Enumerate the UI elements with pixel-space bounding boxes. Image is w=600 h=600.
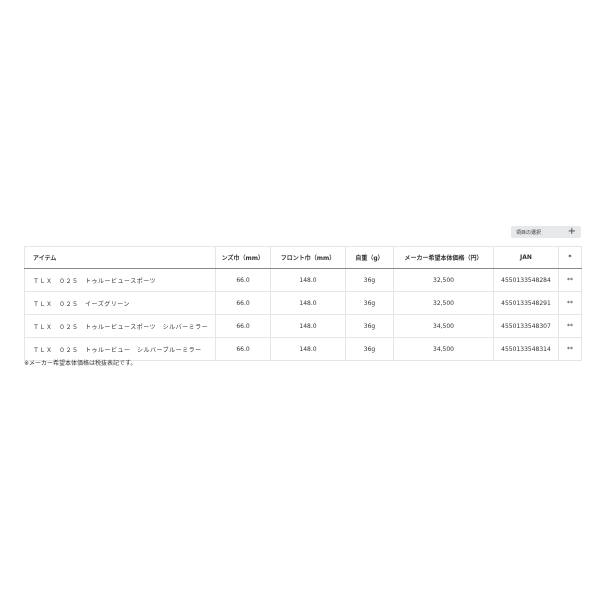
cell-item-name: ＴＬＸ ０２５ イーズグリーン — [24, 291, 216, 315]
cell-jan-code: 4550133548314 — [493, 337, 559, 361]
header-jan[interactable]: JAN — [493, 246, 559, 269]
cell-note-mark: ** — [558, 314, 582, 338]
cell-item-name: ＴＬＸ ０２５ トゥルービュースポーツ シルバーミラー — [24, 314, 216, 338]
cell-price: 32,500 — [393, 268, 494, 292]
cell-jan-code: 4550133548291 — [493, 291, 559, 315]
cell-weight: 36g — [345, 314, 394, 338]
cell-front-width: 148.0 — [270, 337, 346, 361]
table-row: ＴＬＸ ０２５ トゥルービュースポーツ シルバーミラー 66.0 148.0 36g 3… — [24, 314, 582, 338]
cell-price: 34,500 — [393, 337, 494, 361]
cell-lens-width: 66.0 — [215, 337, 271, 361]
cell-price: 32,500 — [393, 291, 494, 315]
cell-price: 34,500 — [393, 314, 494, 338]
cell-item-name: ＴＬＸ ０２５ トゥルービュー シルバーブルーミラー — [24, 337, 216, 361]
cell-front-width: 148.0 — [270, 268, 346, 292]
cell-note-mark: ** — [558, 291, 582, 315]
table-row: ＴＬＸ ０２５ トゥルービュースポーツ 66.0 148.0 36g 32,500 455… — [24, 268, 582, 292]
header-item[interactable]: アイテム — [24, 246, 216, 269]
cell-item-name: ＴＬＸ ０２５ トゥルービュースポーツ — [24, 268, 216, 292]
plus-icon: + — [567, 226, 576, 237]
cell-front-width: 148.0 — [270, 291, 346, 315]
header-lens-width[interactable]: ンズ巾（mm） — [215, 246, 271, 269]
select-columns-label: 項目の選択 — [516, 229, 542, 236]
cell-weight: 36g — [345, 337, 394, 361]
cell-note-mark: ** — [558, 337, 582, 361]
cell-lens-width: 66.0 — [215, 291, 271, 315]
select-columns-button[interactable]: 項目の選択 + — [511, 226, 581, 238]
cell-front-width: 148.0 — [270, 314, 346, 338]
cell-lens-width: 66.0 — [215, 314, 271, 338]
header-note[interactable]: * — [558, 246, 582, 269]
cell-note-mark: ** — [558, 268, 582, 292]
header-price[interactable]: メーカー希望本体価格（円） — [393, 246, 494, 269]
cell-jan-code: 4550133548284 — [493, 268, 559, 292]
header-front-width[interactable]: フロント巾（mm） — [270, 246, 346, 269]
table-row: ＴＬＸ ０２５ トゥルービュー シルバーブルーミラー 66.0 148.0 36g 34… — [24, 337, 582, 361]
table-header-row: アイテム ンズ巾（mm） フロント巾（mm） 自重（g） メーカー希望本体価格（… — [24, 246, 582, 269]
cell-weight: 36g — [345, 268, 394, 292]
cell-jan-code: 4550133548307 — [493, 314, 559, 338]
table-row: ＴＬＸ ０２５ イーズグリーン 66.0 148.0 36g 32,500 4550133… — [24, 291, 582, 315]
product-spec-table: アイテム ンズ巾（mm） フロント巾（mm） 自重（g） メーカー希望本体価格（… — [24, 246, 582, 361]
header-weight[interactable]: 自重（g） — [345, 246, 394, 269]
price-note: ※メーカー希望本体価格は税抜表記です。 — [24, 360, 137, 367]
cell-lens-width: 66.0 — [215, 268, 271, 292]
cell-weight: 36g — [345, 291, 394, 315]
